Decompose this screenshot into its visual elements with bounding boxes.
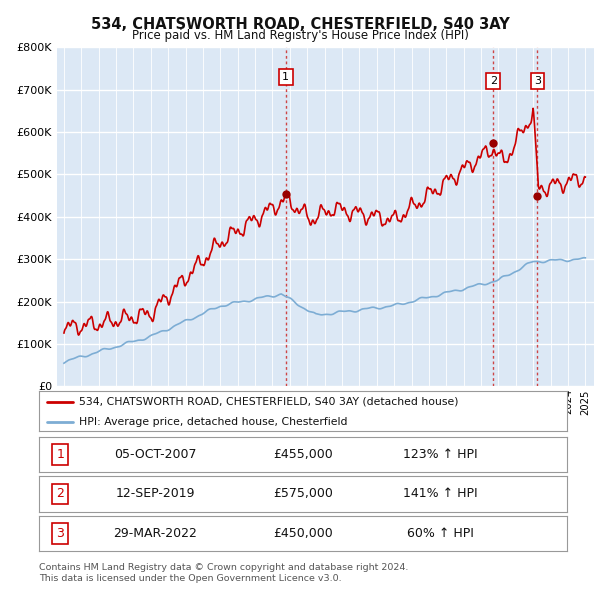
Text: 534, CHATSWORTH ROAD, CHESTERFIELD, S40 3AY: 534, CHATSWORTH ROAD, CHESTERFIELD, S40 … [91,17,509,32]
Text: 2: 2 [56,487,64,500]
Text: HPI: Average price, detached house, Chesterfield: HPI: Average price, detached house, Ches… [79,417,347,427]
Text: Price paid vs. HM Land Registry's House Price Index (HPI): Price paid vs. HM Land Registry's House … [131,29,469,42]
Text: £575,000: £575,000 [273,487,333,500]
Text: 3: 3 [534,76,541,86]
Text: 12-SEP-2019: 12-SEP-2019 [115,487,195,500]
Text: 1: 1 [282,72,289,82]
Text: £455,000: £455,000 [273,448,333,461]
Text: 29-MAR-2022: 29-MAR-2022 [113,527,197,540]
Text: 123% ↑ HPI: 123% ↑ HPI [403,448,478,461]
Text: 534, CHATSWORTH ROAD, CHESTERFIELD, S40 3AY (detached house): 534, CHATSWORTH ROAD, CHESTERFIELD, S40 … [79,397,458,407]
Text: This data is licensed under the Open Government Licence v3.0.: This data is licensed under the Open Gov… [39,573,341,583]
Text: 3: 3 [56,527,64,540]
Text: 60% ↑ HPI: 60% ↑ HPI [407,527,474,540]
Text: 141% ↑ HPI: 141% ↑ HPI [403,487,478,500]
Text: Contains HM Land Registry data © Crown copyright and database right 2024.: Contains HM Land Registry data © Crown c… [39,563,409,572]
Text: 1: 1 [56,448,64,461]
Text: £450,000: £450,000 [273,527,333,540]
Text: 2: 2 [490,76,497,86]
Text: 05-OCT-2007: 05-OCT-2007 [114,448,196,461]
